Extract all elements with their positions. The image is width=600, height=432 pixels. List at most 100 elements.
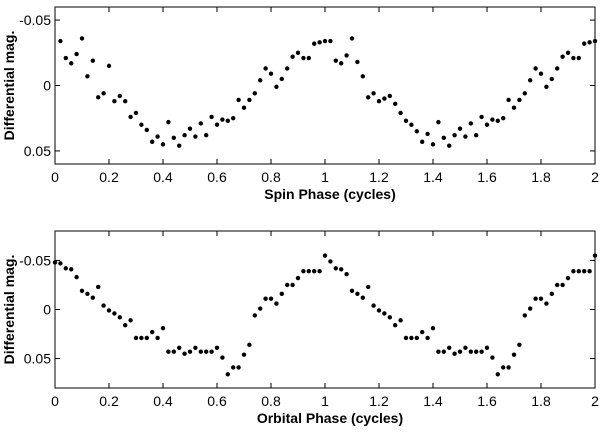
orbital-data-point [474,349,479,354]
orbital-data-point [123,323,128,328]
orbital-data-point [430,325,436,331]
spin-data-point [425,131,430,137]
spin-data-point [247,97,252,103]
x-tick-label: 1.6 [477,169,497,185]
spin-data-point [349,36,355,41]
orbital-data-point [317,269,322,274]
y-tick-label: -0.05 [19,252,51,268]
x-tick-label: 0.2 [99,393,119,409]
spin-data-point [474,133,479,138]
spin-data-point [258,78,263,83]
orbital-data-point [468,349,473,354]
orbital-data-point [258,306,263,311]
spin-data-point [468,121,473,126]
spin-data-point [333,58,338,63]
orbital-data-point [328,259,333,264]
orbital-data-point [447,345,452,350]
spin-data-point [484,122,490,127]
orbital-data-point [241,352,247,357]
orbital-data-point [366,284,371,290]
spin-data-point [225,118,230,124]
orbital-data-point [204,349,209,354]
spin-data-point [322,38,328,44]
orbital-data-point [393,323,398,328]
orbital-data-point [69,267,74,272]
x-axis-title: Spin Phase (cycles) [264,186,396,202]
x-tick-label: 1 [321,393,329,409]
orbital-data-point [252,313,257,318]
spin-data-point [274,84,279,90]
x-tick-label: 1.2 [369,169,389,185]
orbital-data-point [414,335,419,341]
spin-data-point [139,122,144,127]
x-tick-label: 1.4 [423,393,443,409]
x-tick-label: 2 [591,393,599,409]
spin-data-point [160,142,166,147]
spin-data-point [252,91,257,96]
spin-data-point [409,122,414,127]
orbital-data-point [376,308,382,313]
orbital-data-point [441,349,446,354]
orbital-data-point [571,269,576,274]
spin-data-point [150,139,155,144]
orbital-data-point [592,253,598,258]
orbital-data-point [560,282,565,288]
spin-data-point [74,51,79,57]
y-axis-title: Differential mag. [1,255,17,365]
orbital-data-point [555,282,560,288]
spin-data-point [187,126,193,131]
spin-data-point [241,105,247,110]
spin-data-point [366,95,371,100]
spin-data-point [344,53,349,58]
x-tick-label: 1.2 [369,393,389,409]
spin-data-point [171,135,176,141]
x-tick-label: 0.8 [261,393,281,409]
spin-data-point [133,110,139,116]
spin-data-point [387,93,392,99]
spin-data-point [495,118,500,124]
orbital-data-point [538,296,544,301]
spin-data-point [96,95,101,100]
spin-data-point [58,38,63,44]
orbital-data-point [387,315,392,320]
orbital-data-point [133,335,139,341]
spin-data-point [382,96,387,101]
orbital-data-point [463,345,468,350]
orbital-data-point [371,303,376,308]
orbital-data-point [457,349,463,354]
spin-data-point [204,133,209,138]
orbital-data-point [301,269,306,274]
orbital-data-point [425,335,430,341]
spin-data-point [501,116,506,121]
spin-data-point [452,133,457,138]
spin-data-point [479,114,484,120]
spin-data-point [582,41,587,46]
orbital-data-point [420,329,425,335]
orbital-data-point [177,345,182,350]
orbital-data-point [236,365,241,370]
orbital-data-point [565,275,571,281]
orbital-data-point [490,355,495,360]
spin-data-point [301,55,306,61]
orbital-data-point [139,335,144,341]
spin-data-point [441,135,446,141]
orbital-data-point [312,269,317,274]
orbital-data-point [322,253,328,258]
orbital-data-point [533,296,538,301]
orbital-data-point [295,275,301,281]
orbital-data-point [74,274,79,280]
orbital-data-point [409,335,414,341]
spin-data-point [447,143,452,148]
spin-data-point [85,74,90,79]
spin-data-point [268,71,274,76]
y-tick-label: 0.05 [24,351,51,367]
spin-data-point [90,58,96,63]
spin-data-point [360,74,365,79]
orbital-data-point [128,318,133,323]
orbital-data-point [96,284,101,290]
x-tick-label: 1.4 [423,169,443,185]
orbital-data-point [355,291,360,296]
orbital-data-point [214,345,220,350]
x-tick-label: 1.6 [477,393,497,409]
